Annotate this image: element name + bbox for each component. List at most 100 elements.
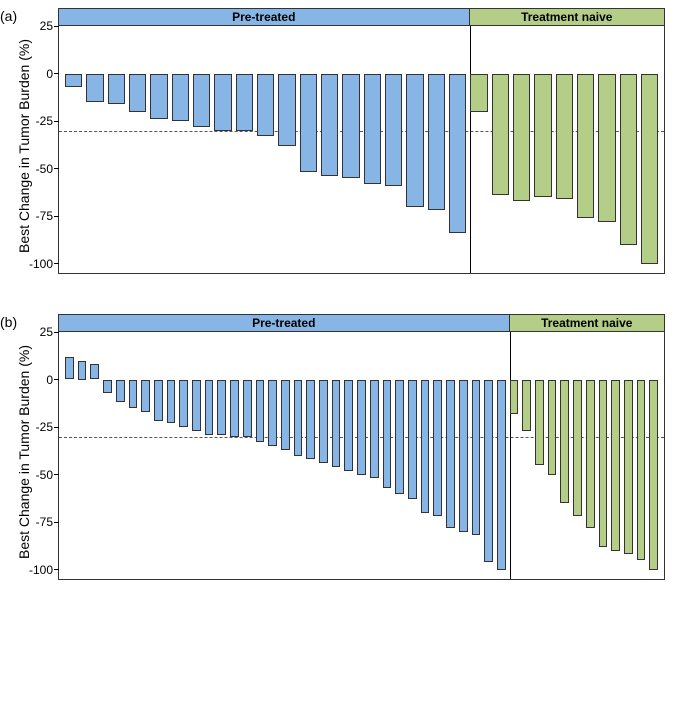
bar-pretreated (116, 380, 125, 403)
bars-container (59, 26, 664, 273)
bar-slot (217, 332, 226, 579)
y-tick-label: -25 (36, 420, 59, 434)
y-tick-label: 0 (46, 67, 59, 81)
bar-pretreated (257, 74, 274, 137)
bar-slot (154, 332, 163, 579)
bar-slot (65, 26, 82, 273)
bar-slot (599, 332, 608, 579)
bar-pretreated (449, 74, 466, 234)
bar-pretreated (306, 380, 315, 460)
bar-naive (637, 380, 646, 561)
legend-naive: Treatment naive (510, 315, 664, 331)
bar-slot (573, 332, 582, 579)
y-tick-label: -75 (36, 209, 59, 223)
bar-slot (179, 332, 188, 579)
bar-slot (167, 332, 176, 579)
bar-slot (214, 26, 231, 273)
bar-pretreated (370, 380, 379, 479)
y-tick-label: -25 (36, 114, 59, 128)
bar-slot (534, 26, 551, 273)
bar-pretreated (230, 380, 239, 437)
bar-pretreated (108, 74, 125, 104)
bar-slot (65, 332, 74, 579)
panel-label: (b) (0, 314, 17, 330)
bar-slot (535, 332, 544, 579)
bar-naive (586, 380, 595, 528)
bar-naive (556, 74, 573, 199)
bar-naive (598, 74, 615, 222)
bar-pretreated (497, 380, 506, 570)
bar-slot (548, 332, 557, 579)
panel-b: (b) Best Change in Tumor Burden (%)Pre-tr… (0, 284, 675, 590)
y-tick-label: 25 (40, 19, 59, 33)
bar-slot (449, 26, 466, 273)
panel-a: (a) Best Change in Tumor Burden (%) Pre-tr… (0, 0, 675, 284)
legend-pretreated: Pre-treated (59, 9, 470, 25)
bar-slot (257, 26, 274, 273)
bar-pretreated (172, 74, 189, 122)
bar-naive (534, 74, 551, 198)
bar-pretreated (319, 380, 328, 464)
bar-slot (129, 332, 138, 579)
bar-slot (637, 332, 646, 579)
bar-slot (129, 26, 146, 273)
bar-slot (649, 332, 658, 579)
bar-pretreated (344, 380, 353, 471)
bar-slot (522, 332, 531, 579)
bar-slot (459, 332, 468, 579)
bar-pretreated (214, 74, 231, 131)
y-tick-label: -75 (36, 515, 59, 529)
bar-naive (624, 380, 633, 555)
bar-slot (577, 26, 594, 273)
bar-pretreated (294, 380, 303, 456)
waterfall-plot: 250-25-50-75-100 (58, 26, 665, 274)
bar-slot (108, 26, 125, 273)
bar-slot (306, 332, 315, 579)
bars-container (59, 332, 664, 579)
chart-area: Best Change in Tumor Burden (%)Pre-treat… (58, 314, 665, 580)
y-axis-title: Best Change in Tumor Burden (%) (16, 39, 32, 253)
bar-pretreated (459, 380, 468, 532)
bar-slot (256, 332, 265, 579)
bar-pretreated (300, 74, 317, 173)
bar-slot (513, 26, 530, 273)
bar-naive (522, 380, 531, 431)
bar-slot (428, 26, 445, 273)
bar-pretreated (268, 380, 277, 447)
bar-slot (103, 332, 112, 579)
bar-pretreated (484, 380, 493, 562)
bar-slot (492, 26, 509, 273)
bar-pretreated (86, 74, 103, 103)
bar-pretreated (236, 74, 253, 131)
y-tick-label: -100 (29, 563, 59, 577)
bar-slot (395, 332, 404, 579)
bar-naive (510, 380, 519, 414)
bar-pretreated (385, 74, 402, 186)
bar-naive (548, 380, 557, 475)
bar-slot (342, 26, 359, 273)
bar-naive (649, 380, 658, 570)
bar-slot (472, 332, 481, 579)
bar-slot (332, 332, 341, 579)
bar-slot (193, 26, 210, 273)
bar-slot (484, 332, 493, 579)
bar-slot (243, 332, 252, 579)
bar-pretreated (446, 380, 455, 528)
bar-pretreated (428, 74, 445, 211)
bar-slot (383, 332, 392, 579)
bar-slot (357, 332, 366, 579)
bar-naive (599, 380, 608, 547)
bar-slot (620, 26, 637, 273)
bar-slot (192, 332, 201, 579)
bar-slot (86, 26, 103, 273)
bar-pretreated (243, 380, 252, 437)
bar-naive (573, 380, 582, 517)
bar-pretreated (129, 380, 138, 409)
bar-slot (364, 26, 381, 273)
bar-naive (641, 74, 658, 264)
bar-pretreated (78, 361, 87, 380)
bar-pretreated (342, 74, 359, 179)
bar-pretreated (193, 74, 210, 127)
panel-label: (a) (0, 8, 17, 24)
bar-pretreated (154, 380, 163, 422)
